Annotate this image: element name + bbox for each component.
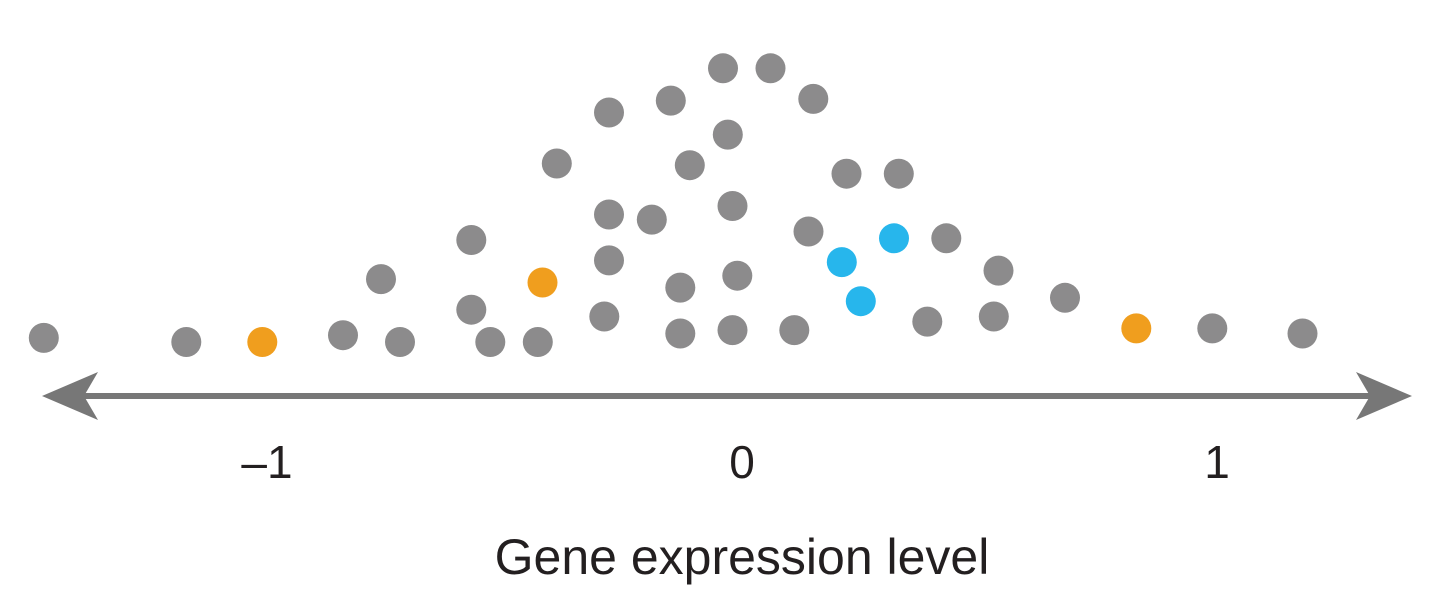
data-point-orange-3	[247, 327, 278, 357]
data-point-default-7	[456, 225, 487, 255]
data-point-default-16	[594, 97, 624, 128]
data-point-default-43	[1287, 318, 1318, 349]
x-tick-labels: –1 0 1	[241, 436, 1229, 488]
data-point-default-18	[655, 85, 686, 116]
data-point-default-2	[171, 327, 202, 357]
data-point-default-20	[665, 272, 696, 303]
data-point-default-5	[385, 327, 415, 357]
data-point-default-13	[589, 301, 620, 332]
data-point-default-35	[883, 158, 914, 189]
data-point-blue-34	[879, 223, 909, 254]
data-point-default-37	[931, 223, 962, 254]
data-point-default-39	[983, 255, 1014, 286]
data-point-blue-32	[845, 286, 876, 317]
data-point-default-9	[475, 327, 506, 357]
data-point-default-1	[28, 322, 59, 353]
x-axis-left-arrowhead	[42, 372, 98, 420]
data-point-default-6	[366, 264, 396, 295]
data-point-default-17	[636, 204, 667, 235]
data-point-default-24	[717, 191, 748, 221]
data-point-default-21	[674, 150, 705, 181]
x-axis	[42, 372, 1412, 420]
data-point-default-23	[712, 119, 743, 150]
x-axis-right-arrowhead	[1356, 372, 1412, 420]
data-point-blue-31	[826, 247, 857, 278]
data-point-default-27	[755, 53, 786, 84]
points-layer	[28, 53, 1318, 357]
data-point-orange-41	[1121, 313, 1152, 344]
data-point-default-15	[594, 199, 624, 230]
x-tick-label: 0	[729, 436, 755, 488]
data-point-default-22	[708, 53, 738, 84]
x-tick-label: –1	[241, 436, 292, 488]
data-point-default-29	[793, 216, 824, 247]
data-point-default-28	[779, 315, 810, 346]
data-point-default-25	[717, 315, 748, 346]
data-point-default-8	[456, 294, 487, 325]
data-point-default-26	[722, 260, 753, 291]
x-axis-title: Gene expression level	[495, 529, 990, 585]
data-point-default-19	[665, 318, 696, 349]
data-point-default-4	[328, 320, 358, 351]
data-point-default-40	[1050, 282, 1080, 313]
data-point-default-33	[831, 158, 862, 189]
data-point-default-38	[978, 301, 1009, 332]
data-point-default-14	[594, 245, 624, 276]
data-point-default-10	[522, 327, 553, 357]
data-point-orange-11	[527, 267, 558, 298]
data-point-default-30	[798, 83, 829, 114]
data-point-default-12	[541, 148, 572, 179]
data-point-default-36	[912, 306, 943, 337]
data-point-default-42	[1197, 313, 1228, 344]
x-tick-label: 1	[1204, 436, 1230, 488]
